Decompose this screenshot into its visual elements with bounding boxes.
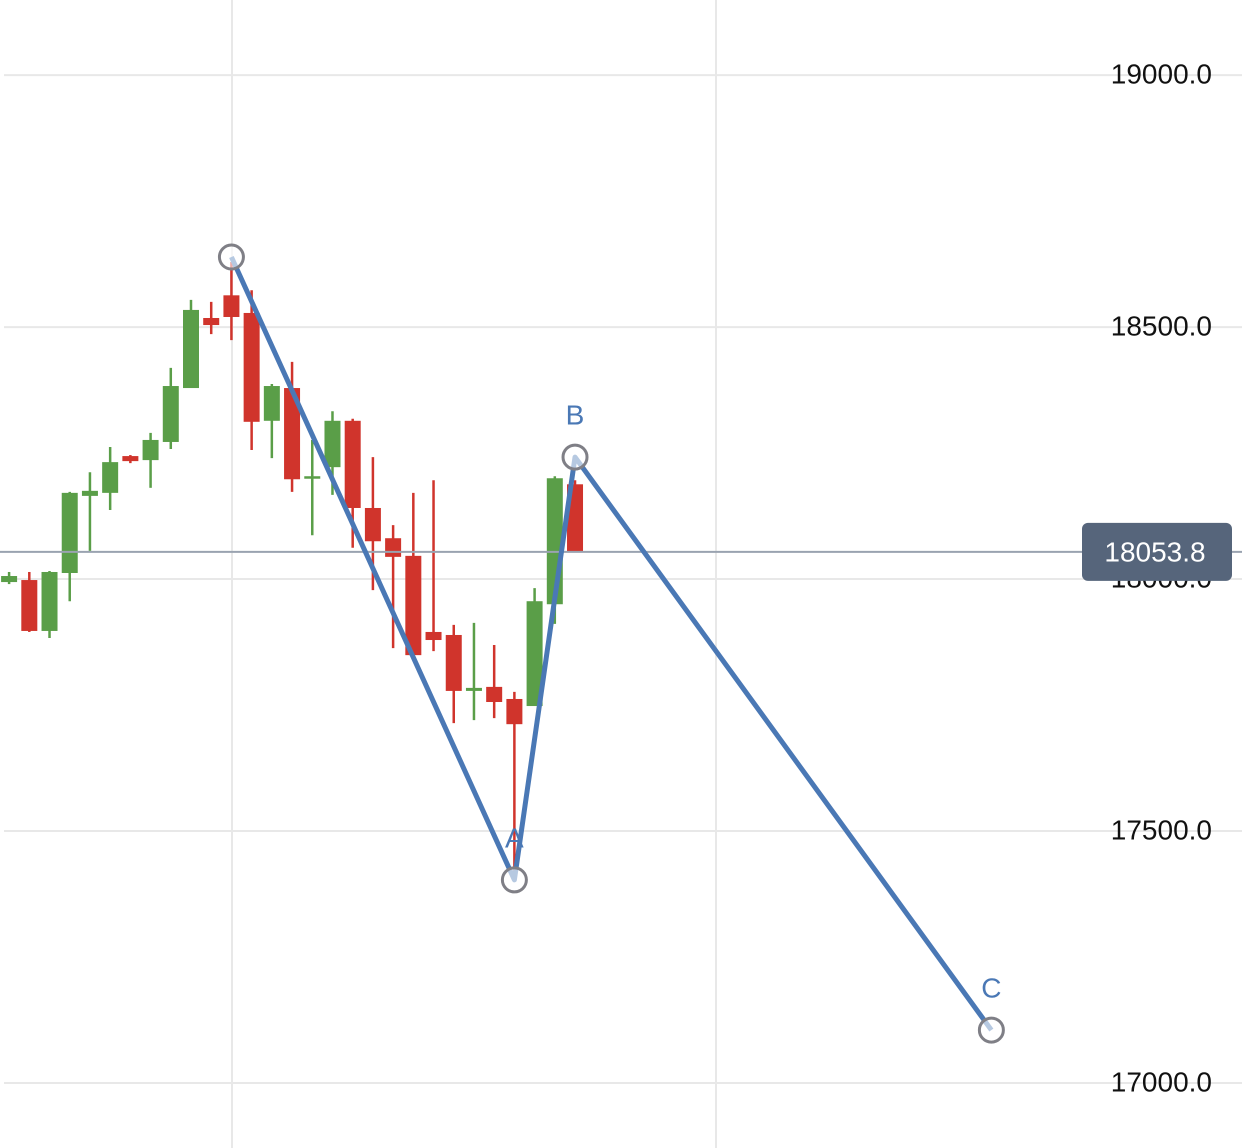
candle-body [223,295,240,317]
last-price-label: 18053.8 [1104,536,1205,567]
candle-body [263,386,280,421]
wave-label: C [981,972,1001,1003]
candle-body [41,571,58,631]
candle-body [122,456,139,462]
y-tick-label: 18500.0 [1111,310,1212,341]
candle-body [81,490,98,496]
wave-label: A [505,822,524,853]
candle-body [61,492,78,573]
candle-body [445,634,462,691]
candle-body [506,698,523,725]
candle-body [324,420,341,468]
candle-body [385,538,402,557]
candle-body [526,601,543,707]
candle-body [1,576,18,583]
wave-point [977,1016,1005,1044]
candle-body [284,388,301,480]
y-tick-label: 17500.0 [1111,814,1212,845]
wave-line [229,255,994,1032]
candle-body [102,462,119,493]
wave-label: B [566,399,585,430]
candle-body [182,309,199,389]
candle-body [142,439,159,461]
candle-body [21,580,38,631]
candle-body [304,476,321,479]
candle-body [162,386,179,442]
candle-body [486,686,503,703]
candle-body [243,312,260,422]
candle-body [203,317,220,326]
candle-body [364,507,381,542]
last-price-badge [1082,522,1232,581]
y-tick-label: 17000.0 [1111,1066,1212,1097]
y-tick-label: 19000.0 [1111,58,1212,89]
wave-point [217,243,245,271]
wave-point [500,866,528,894]
wave-point [561,443,589,471]
candle-body [344,420,361,508]
candle-body [405,555,422,656]
candle-body [425,631,442,641]
candle-body [465,687,482,691]
